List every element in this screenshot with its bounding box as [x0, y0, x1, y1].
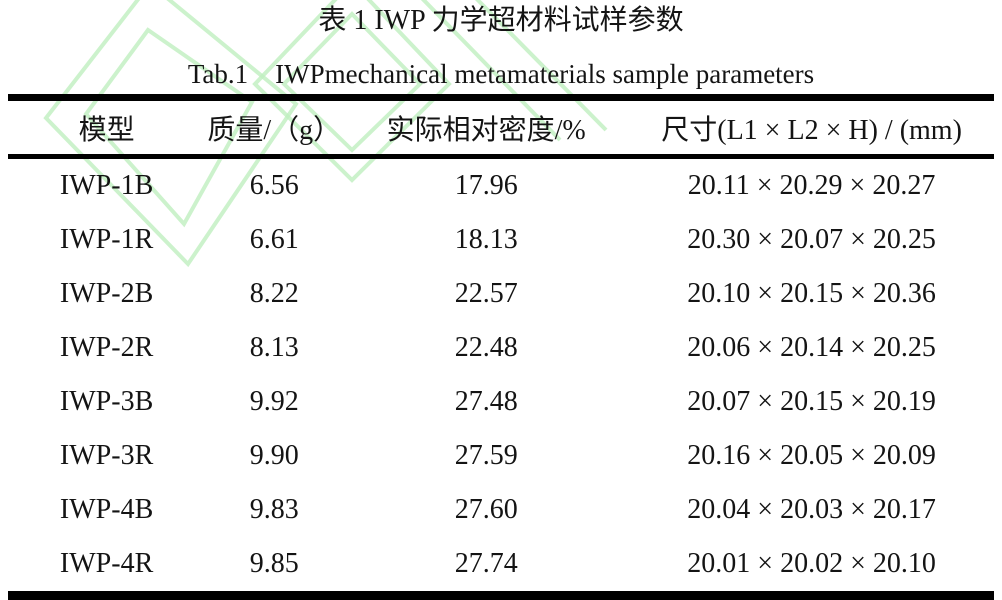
table-row: IWP-2B 8.22 22.57 20.10 × 20.15 × 20.36: [8, 267, 994, 321]
header-row: 模型 质量/（g） 实际相对密度/% 尺寸(L1 × L2 × H) / (mm…: [8, 97, 994, 159]
cell-mass: 9.90: [249, 440, 299, 471]
cell-model: IWP-1R: [59, 224, 154, 255]
cell-mass: 9.83: [249, 494, 299, 525]
cell-dimensions: 20.04 × 20.03 × 20.17: [687, 494, 936, 525]
table-caption-zh: 表 1 IWP 力学超材料试样参数: [318, 5, 684, 36]
cell-relative-density: 27.59: [454, 440, 518, 471]
cell-model: IWP-4B: [59, 494, 154, 525]
cell-model: IWP-1B: [59, 170, 154, 201]
cell-dimensions: 20.16 × 20.05 × 20.09: [687, 440, 936, 471]
cell-model: IWP-3R: [59, 440, 154, 471]
cell-mass: 9.92: [249, 386, 299, 417]
cell-relative-density: 17.96: [454, 170, 518, 201]
table-row: IWP-1R 6.61 18.13 20.30 × 20.07 × 20.25: [8, 213, 994, 267]
cell-model: IWP-3B: [59, 386, 154, 417]
cell-model: IWP-2R: [59, 332, 154, 363]
cell-dimensions: 20.01 × 20.02 × 20.10: [687, 548, 936, 579]
cell-dimensions: 20.30 × 20.07 × 20.25: [687, 224, 936, 255]
cell-model: IWP-4R: [59, 548, 154, 579]
cell-dimensions: 20.07 × 20.15 × 20.19: [687, 386, 936, 417]
table-row: IWP-4B 9.83 27.60 20.04 × 20.03 × 20.17: [8, 483, 994, 537]
column-header-relative-density: 实际相对密度/%: [343, 97, 630, 159]
column-header-dimensions: 尺寸(L1 × L2 × H) / (mm): [629, 97, 994, 159]
cell-mass: 8.13: [249, 332, 299, 363]
cell-mass: 6.56: [249, 170, 299, 201]
parameters-table: 模型 质量/（g） 实际相对密度/% 尺寸(L1 × L2 × H) / (mm…: [8, 94, 994, 600]
cell-dimensions: 20.06 × 20.14 × 20.25: [687, 332, 936, 363]
cell-relative-density: 27.48: [454, 386, 518, 417]
cell-mass: 9.85: [249, 548, 299, 579]
cell-relative-density: 27.60: [454, 494, 518, 525]
cell-relative-density: 27.74: [454, 548, 518, 579]
cell-mass: 8.22: [249, 278, 299, 309]
table-row: IWP-3B 9.92 27.48 20.07 × 20.15 × 20.19: [8, 375, 994, 429]
cell-relative-density: 22.48: [454, 332, 518, 363]
cell-dimensions: 20.11 × 20.29 × 20.27: [687, 170, 936, 201]
cell-model: IWP-2B: [59, 278, 154, 309]
table-row: IWP-4R 9.85 27.74 20.01 × 20.02 × 20.10: [8, 537, 994, 596]
column-header-model: 模型: [8, 97, 206, 159]
cell-mass: 6.61: [249, 224, 299, 255]
cell-dimensions: 20.10 × 20.15 × 20.36: [687, 278, 936, 309]
table-row: IWP-1B 6.56 17.96 20.11 × 20.29 × 20.27: [8, 157, 994, 214]
cell-relative-density: 18.13: [454, 224, 518, 255]
cell-relative-density: 22.57: [454, 278, 518, 309]
column-header-mass: 质量/（g）: [205, 97, 344, 159]
table-caption-en: Tab.1 IWPmechanical metamaterials sample…: [187, 59, 815, 89]
table-row: IWP-3R 9.90 27.59 20.16 × 20.05 × 20.09: [8, 429, 994, 483]
table-row: IWP-2R 8.13 22.48 20.06 × 20.14 × 20.25: [8, 321, 994, 375]
